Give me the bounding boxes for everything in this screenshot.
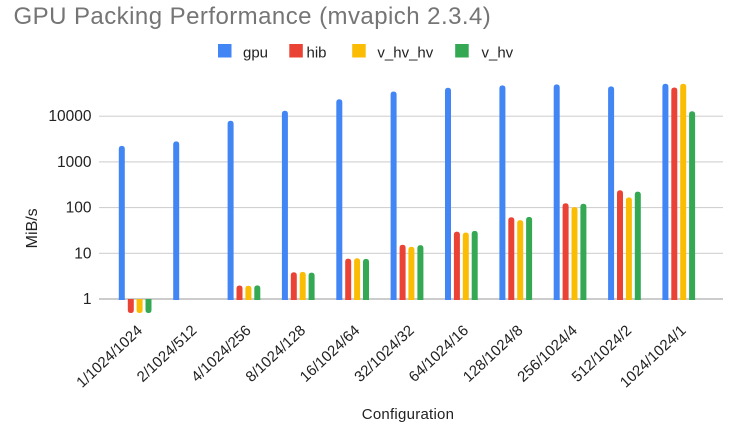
svg-text:v_hv: v_hv (482, 45, 514, 62)
svg-text:Configuration: Configuration (362, 406, 454, 423)
svg-text:10: 10 (74, 245, 92, 262)
svg-text:1: 1 (83, 291, 92, 308)
svg-text:gpu: gpu (243, 45, 268, 62)
svg-text:GPU Packing Performance (mvapi: GPU Packing Performance (mvapich 2.3.4) (14, 3, 492, 30)
svg-text:1000: 1000 (57, 154, 92, 171)
svg-text:v_hv_hv: v_hv_hv (377, 45, 433, 62)
svg-text:hib: hib (307, 45, 327, 62)
svg-text:MiB/s: MiB/s (24, 208, 41, 248)
svg-text:100: 100 (66, 200, 92, 217)
svg-text:10000: 10000 (48, 108, 91, 125)
